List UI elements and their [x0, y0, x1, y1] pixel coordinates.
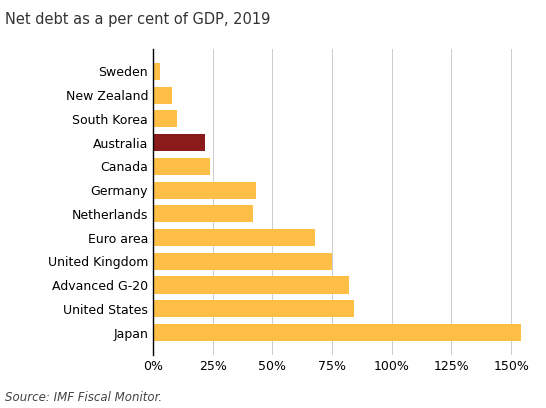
Bar	[153, 253, 332, 270]
Bar	[153, 205, 253, 222]
Bar	[153, 182, 256, 199]
Bar	[153, 229, 316, 246]
Bar	[153, 277, 349, 294]
Bar	[153, 63, 160, 80]
Bar	[153, 324, 521, 341]
Bar	[153, 300, 354, 317]
Text: Net debt as a per cent of GDP, 2019: Net debt as a per cent of GDP, 2019	[5, 12, 271, 27]
Bar	[153, 110, 177, 127]
Text: Source: IMF Fiscal Monitor.: Source: IMF Fiscal Monitor.	[5, 391, 163, 404]
Bar	[153, 134, 205, 151]
Bar	[153, 86, 172, 104]
Bar	[153, 158, 210, 175]
